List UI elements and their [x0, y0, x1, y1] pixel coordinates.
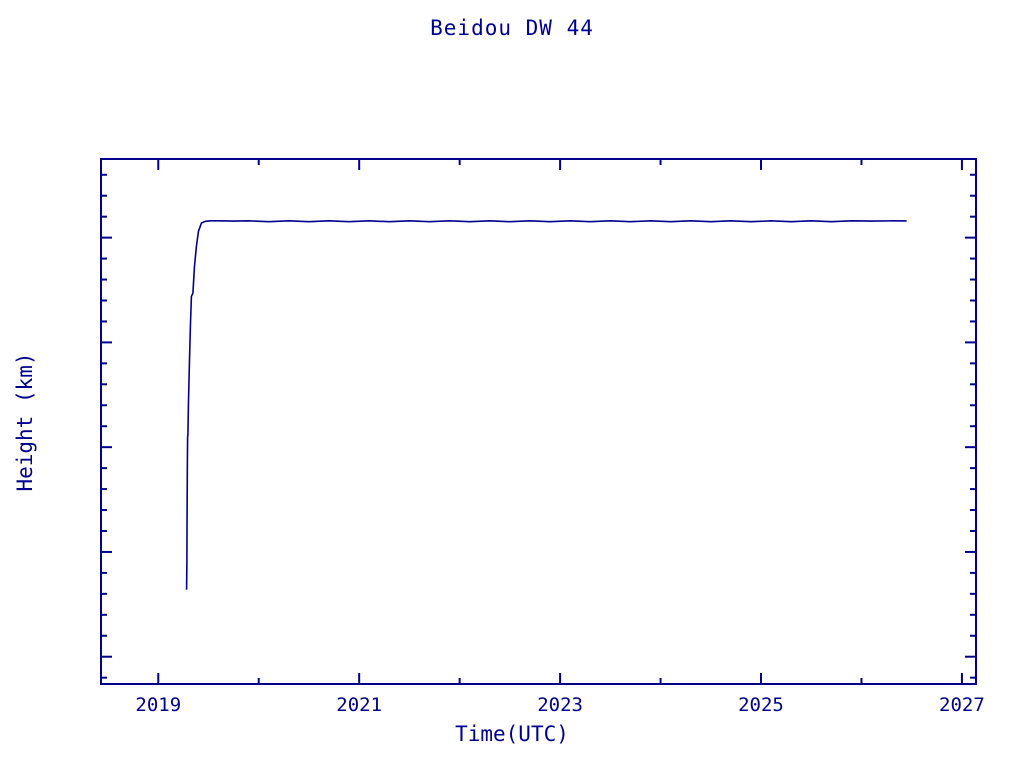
- x-tick-label: 2023: [537, 694, 583, 716]
- plot-frame: [100, 158, 977, 685]
- data-series-group: [185, 220, 907, 590]
- x-tick-label: 2019: [135, 694, 182, 716]
- data-series-line: [185, 220, 907, 590]
- x-tick-label: 2021: [336, 694, 383, 716]
- x-axis-title: Time(UTC): [455, 722, 569, 746]
- chart-title: Beidou DW 44: [430, 16, 594, 40]
- plot-canvas: [100, 158, 977, 685]
- plot-area: [100, 158, 977, 685]
- x-tick-label: 2027: [939, 694, 985, 716]
- y-axis-title: Height (km): [13, 352, 37, 492]
- axis-ticks: [100, 158, 977, 685]
- x-tick-label: 2025: [738, 694, 784, 716]
